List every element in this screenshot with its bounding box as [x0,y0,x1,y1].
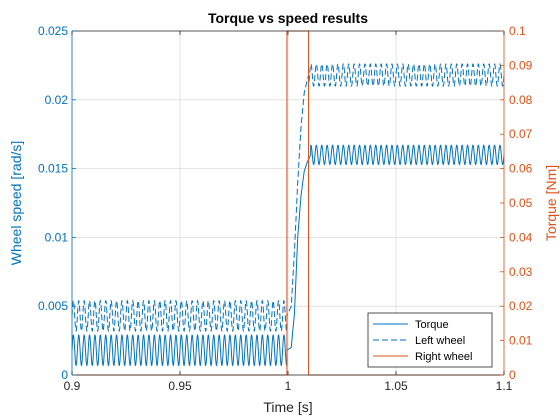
series-line-torque [71,144,505,367]
y-left-tick-label: 0.005 [38,299,68,313]
legend-entry-label: Right wheel [415,351,472,363]
y-right-tick-label: 0.02 [509,299,533,313]
y-right-tick-label: 0 [509,368,516,382]
legend-box [367,312,493,368]
y-left-tick-label: 0.015 [38,162,68,176]
x-tick-label: 1.05 [384,379,408,393]
x-tick-label: 1.1 [496,379,513,393]
y-right-tick-label: 0.01 [509,334,533,348]
y-left-tick-label: 0.025 [38,24,68,38]
legend-entry-label: Torque [415,319,449,331]
x-tick-label: 0.9 [64,379,81,393]
legend-entry-label: Left wheel [415,335,465,347]
legend: Torque Left wheel Right wheel [367,312,493,368]
y-right-tick-label: 0.04 [509,230,533,244]
series-line-left-wheel [71,63,505,332]
y-right-tick-label: 0.05 [509,196,533,210]
y-right-tick-label: 0.09 [509,58,533,72]
y-axis-left-label: Wheel speed [rad/s] [8,141,24,266]
y-left-tick-label: 0.01 [45,230,69,244]
y-right-tick-label: 0.07 [509,127,533,141]
x-axis-label: Time [s] [263,399,312,415]
y-right-tick-label: 0.03 [509,265,533,279]
y-right-tick-label: 0.08 [509,93,533,107]
y-right-tick-label: 0.06 [509,162,533,176]
x-tick-label: 1 [285,379,292,393]
ticks: 0.9 0.95 1 1.05 1.100.0050.010.0150.020.0250… [38,24,533,393]
chart-title: Torque vs speed results [208,10,368,26]
y-left-tick-label: 0 [61,368,68,382]
y-right-tick-label: 0.1 [509,24,526,38]
y-axis-right-label: Torque [Nm] [543,165,559,241]
y-left-tick-label: 0.02 [45,93,69,107]
x-tick-label: 0.95 [168,379,192,393]
